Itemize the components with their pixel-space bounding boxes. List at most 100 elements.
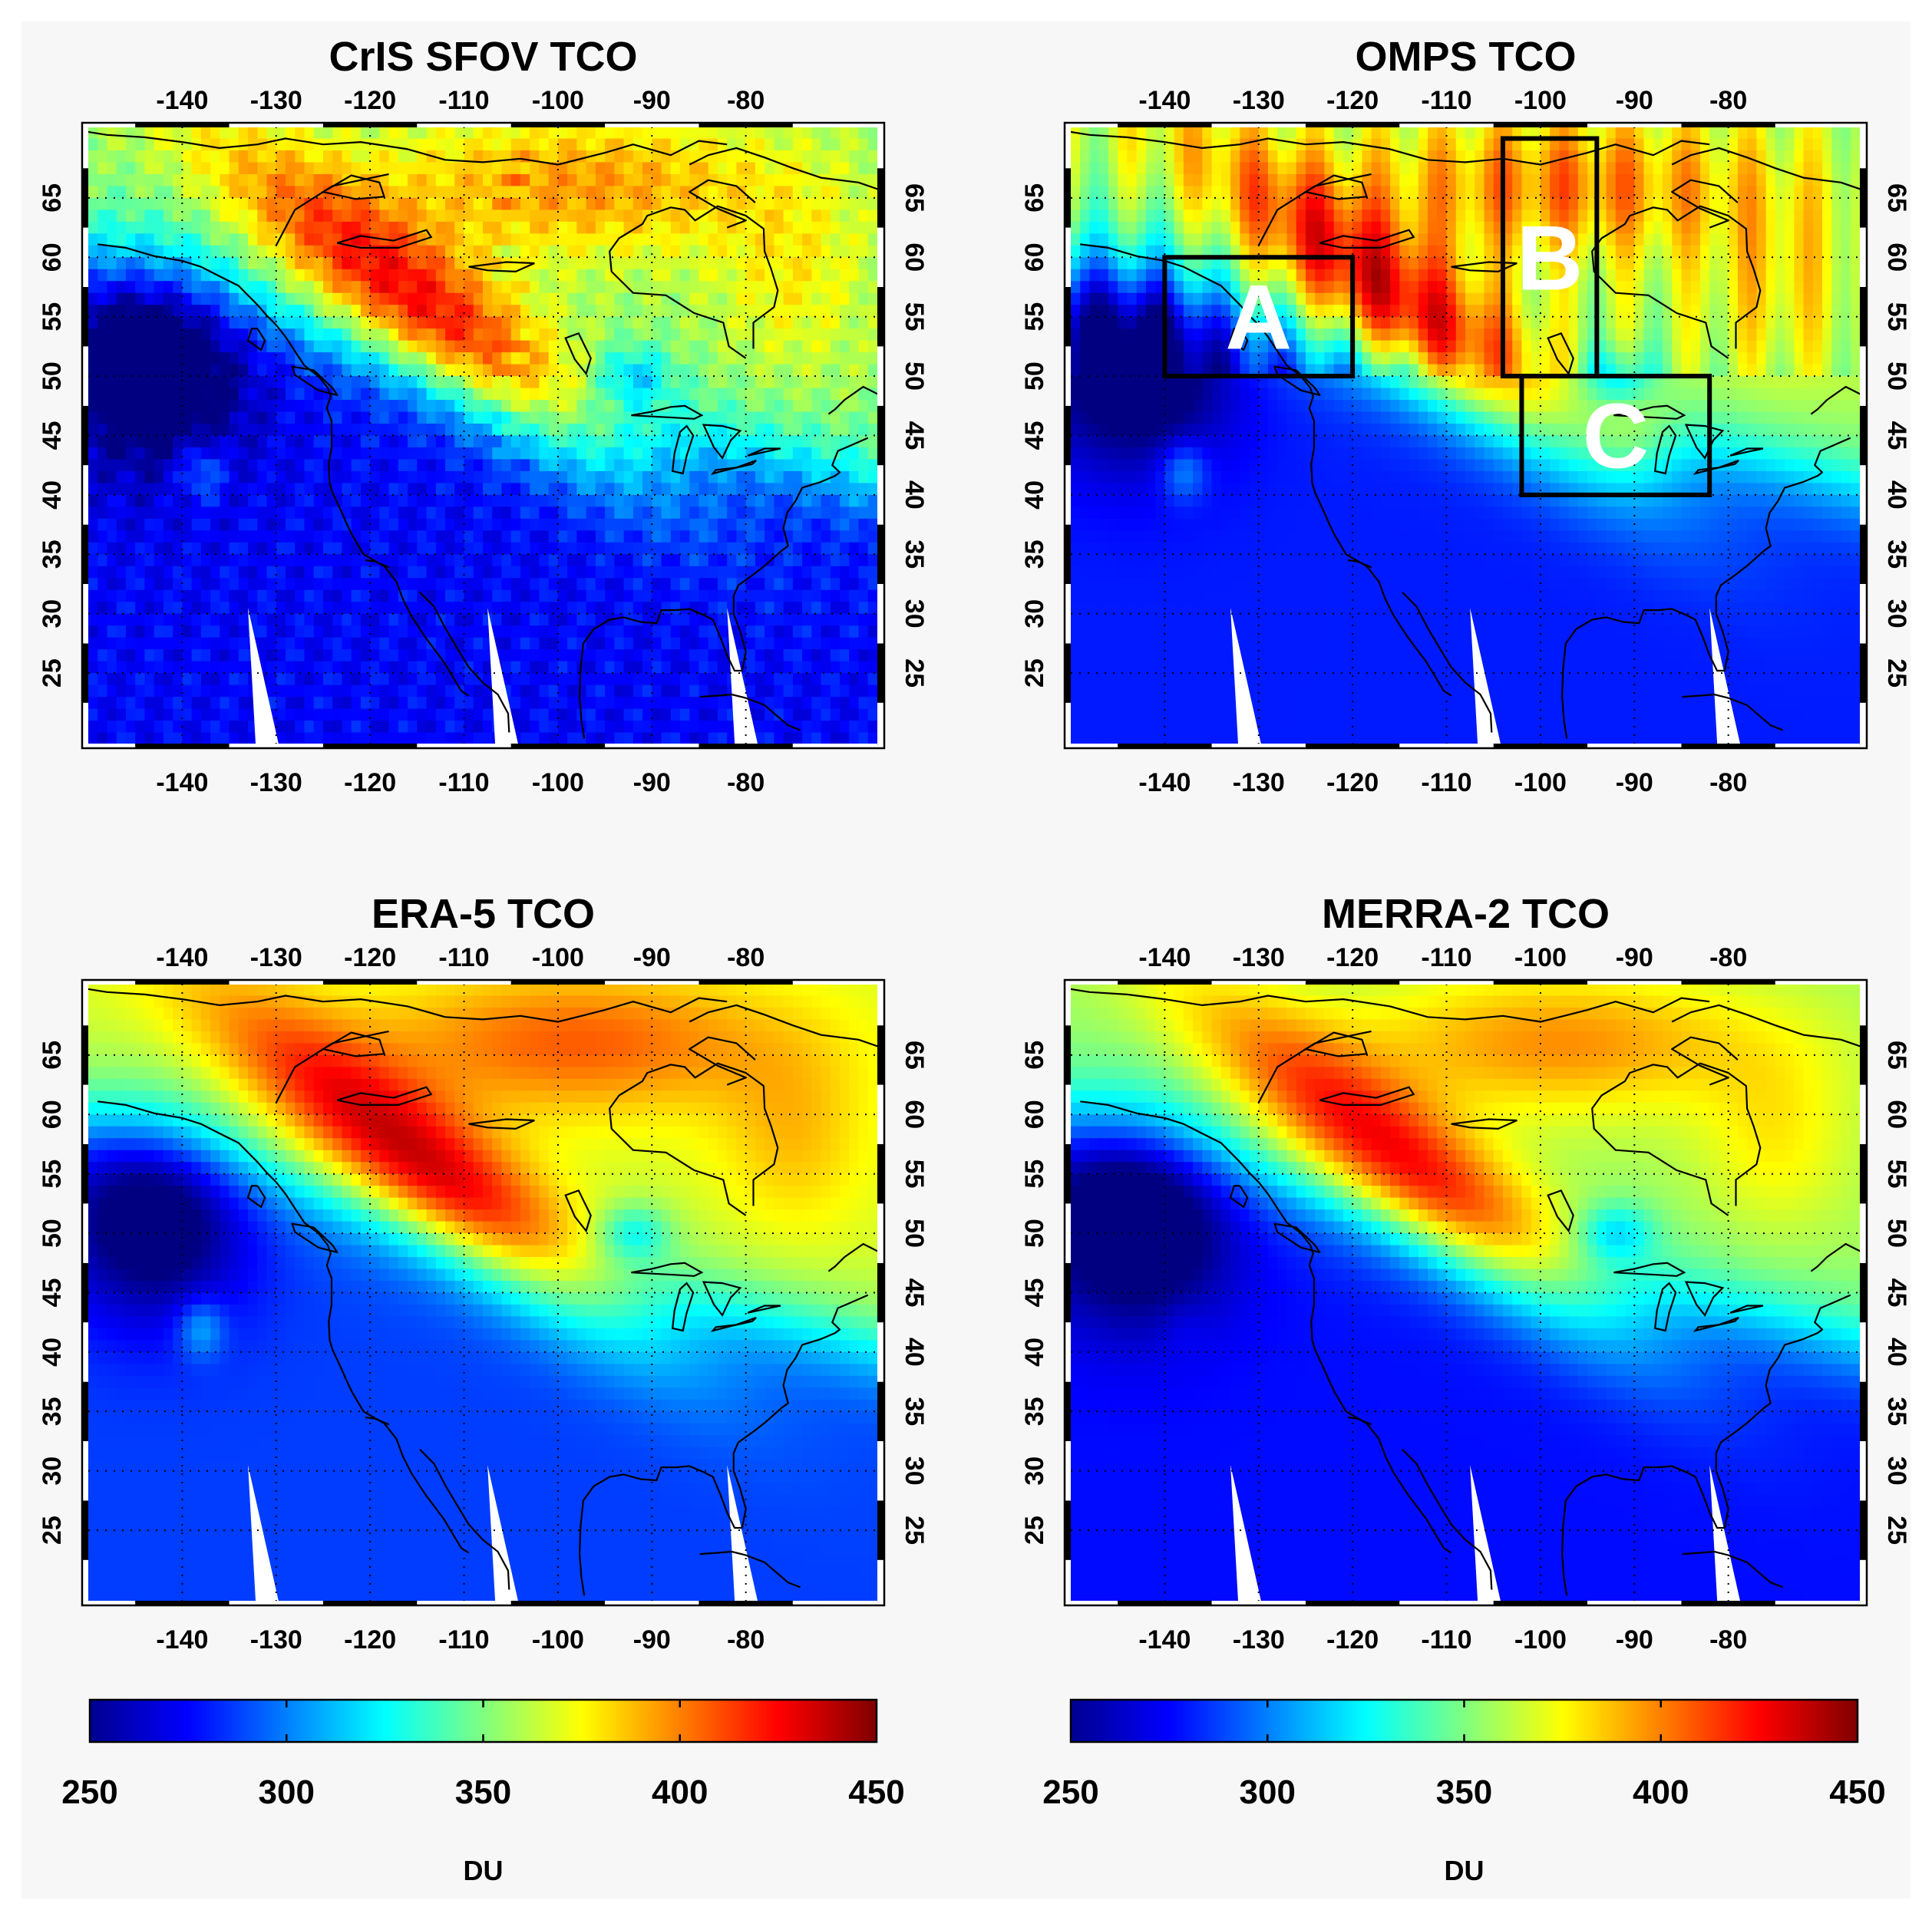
lon-tick-label: -80: [727, 768, 765, 797]
region-box-a: [1162, 255, 1356, 379]
lon-tick-label: -100: [1514, 768, 1567, 797]
lat-tick-label: 45: [900, 421, 929, 450]
lat-tick-label: 25: [38, 1516, 67, 1545]
lon-tick-label: -140: [1138, 86, 1191, 115]
panel-title: OMPS TCO: [1355, 34, 1576, 80]
lon-tick-label: -90: [1616, 768, 1653, 797]
axis-border: [1063, 978, 1868, 1607]
lon-tick-label: -100: [1514, 86, 1567, 115]
lat-tick-label: 50: [1020, 1219, 1049, 1248]
lat-tick-label: 45: [38, 421, 67, 450]
lon-tick-label: -100: [532, 768, 584, 797]
lon-tick-label: -110: [1421, 86, 1471, 115]
lat-tick-label: 40: [1882, 480, 1911, 510]
colorbar-tick-label: 400: [652, 1773, 708, 1811]
coastlines: [1065, 130, 1867, 739]
lat-tick-label: 65: [38, 183, 67, 213]
no-data-gap: [1230, 607, 1262, 744]
colorbar-tick-label: 450: [1829, 1773, 1885, 1811]
panel-merra2: MERRA-2 TCO -140 -140 -130 -130 -120 -120 -110 -…: [1020, 891, 1911, 1654]
lat-tick-label: 30: [38, 1456, 67, 1486]
lon-tick-label: -130: [250, 86, 302, 115]
colorbars-layer: 250 300 350 400 450 DU 250 300 350 400 450 DU: [61, 1698, 1886, 1886]
lon-tick-label: -130: [1233, 86, 1285, 115]
lat-tick-label: 35: [1882, 1397, 1911, 1426]
lon-tick-label: -100: [532, 1625, 584, 1654]
colorbar-tick-label: 250: [1042, 1773, 1098, 1811]
lat-tick-label: 50: [38, 1219, 67, 1248]
colorbar-tick-label: 350: [1436, 1773, 1492, 1811]
lon-tick-label: -140: [156, 768, 208, 797]
lat-tick-label: 45: [1882, 421, 1911, 450]
lon-tick-label: -140: [1138, 943, 1191, 972]
no-data-gap: [248, 607, 279, 744]
lat-tick-label: 55: [1020, 1160, 1049, 1189]
lat-tick-label: 35: [38, 539, 67, 569]
lon-tick-label: -100: [532, 86, 584, 115]
no-data-gap: [1230, 1464, 1262, 1602]
lat-tick-label: 55: [1882, 302, 1911, 332]
lon-tick-label: -90: [1616, 943, 1653, 972]
no-data-gap: [1470, 607, 1501, 744]
lat-tick-label: 60: [1020, 1100, 1049, 1129]
no-data-gap: [1709, 1464, 1741, 1602]
lat-tick-label: 40: [1882, 1338, 1911, 1367]
lat-tick-label: 40: [900, 480, 929, 510]
lon-tick-label: -120: [1326, 1625, 1379, 1654]
axis-border: [81, 978, 886, 1607]
colorbar-tick-label: 450: [848, 1773, 904, 1811]
lat-tick-label: 30: [1020, 599, 1049, 628]
lat-tick-label: 30: [900, 1456, 929, 1486]
lat-tick-label: 60: [38, 242, 67, 272]
colorbar-unit: DU: [1445, 1855, 1485, 1886]
lat-tick-label: 40: [1020, 1338, 1049, 1367]
lat-tick-label: 35: [1882, 539, 1911, 569]
lat-tick-label: 25: [1020, 1516, 1049, 1545]
lat-tick-label: 50: [900, 1219, 929, 1248]
colorbar: 250 300 350 400 450 DU: [1042, 1698, 1886, 1886]
coastlines: [1065, 987, 1867, 1596]
lon-tick-label: -110: [438, 768, 489, 797]
lat-tick-label: 25: [1882, 1516, 1911, 1545]
lon-tick-label: -90: [633, 86, 671, 115]
lon-tick-label: -140: [1138, 768, 1191, 797]
lat-tick-label: 65: [1882, 183, 1911, 213]
lat-tick-label: 50: [1882, 1219, 1911, 1248]
lat-tick-label: 65: [900, 183, 929, 213]
lat-tick-label: 60: [900, 1100, 929, 1129]
lon-tick-label: -110: [1421, 943, 1471, 972]
no-data-gap: [1709, 607, 1741, 744]
lon-tick-label: -100: [1514, 1625, 1567, 1654]
lon-tick-label: -130: [250, 943, 302, 972]
lat-tick-label: 45: [1882, 1278, 1911, 1308]
lon-tick-label: -100: [1514, 943, 1567, 972]
colorbar-tick-label: 300: [259, 1773, 315, 1811]
lon-tick-label: -90: [633, 1625, 671, 1654]
lon-tick-label: -140: [1138, 1625, 1191, 1654]
panel-cris: CrIS SFOV TCO -140 -140 -130 -130 -120 -120 -11…: [38, 34, 929, 797]
lon-tick-label: -120: [1326, 943, 1379, 972]
lat-tick-label: 55: [38, 302, 67, 332]
lat-tick-label: 60: [900, 242, 929, 272]
lon-tick-label: -120: [1326, 86, 1379, 115]
lat-tick-label: 55: [1020, 302, 1049, 332]
tco-field: [1071, 127, 1861, 745]
lat-tick-label: 45: [1020, 421, 1049, 450]
lat-tick-label: 25: [38, 658, 67, 688]
panel-era5: ERA-5 TCO -140 -140 -130 -130 -120 -120 -110 -11…: [38, 891, 929, 1654]
colorbar: 250 300 350 400 450 DU: [61, 1698, 905, 1886]
lon-tick-label: -120: [344, 86, 396, 115]
lat-tick-label: 55: [900, 302, 929, 332]
region-box-c: [1519, 374, 1712, 497]
lat-tick-label: 60: [1882, 1100, 1911, 1129]
lon-tick-label: -110: [438, 86, 489, 115]
lat-tick-label: 65: [38, 1041, 67, 1070]
lon-tick-label: -90: [1616, 1625, 1653, 1654]
lon-tick-label: -80: [1709, 943, 1747, 972]
lon-tick-label: -120: [344, 943, 396, 972]
lon-tick-label: -130: [1233, 943, 1285, 972]
lat-tick-label: 45: [1020, 1278, 1049, 1308]
lat-tick-label: 55: [38, 1160, 67, 1189]
coastlines: [82, 987, 884, 1596]
